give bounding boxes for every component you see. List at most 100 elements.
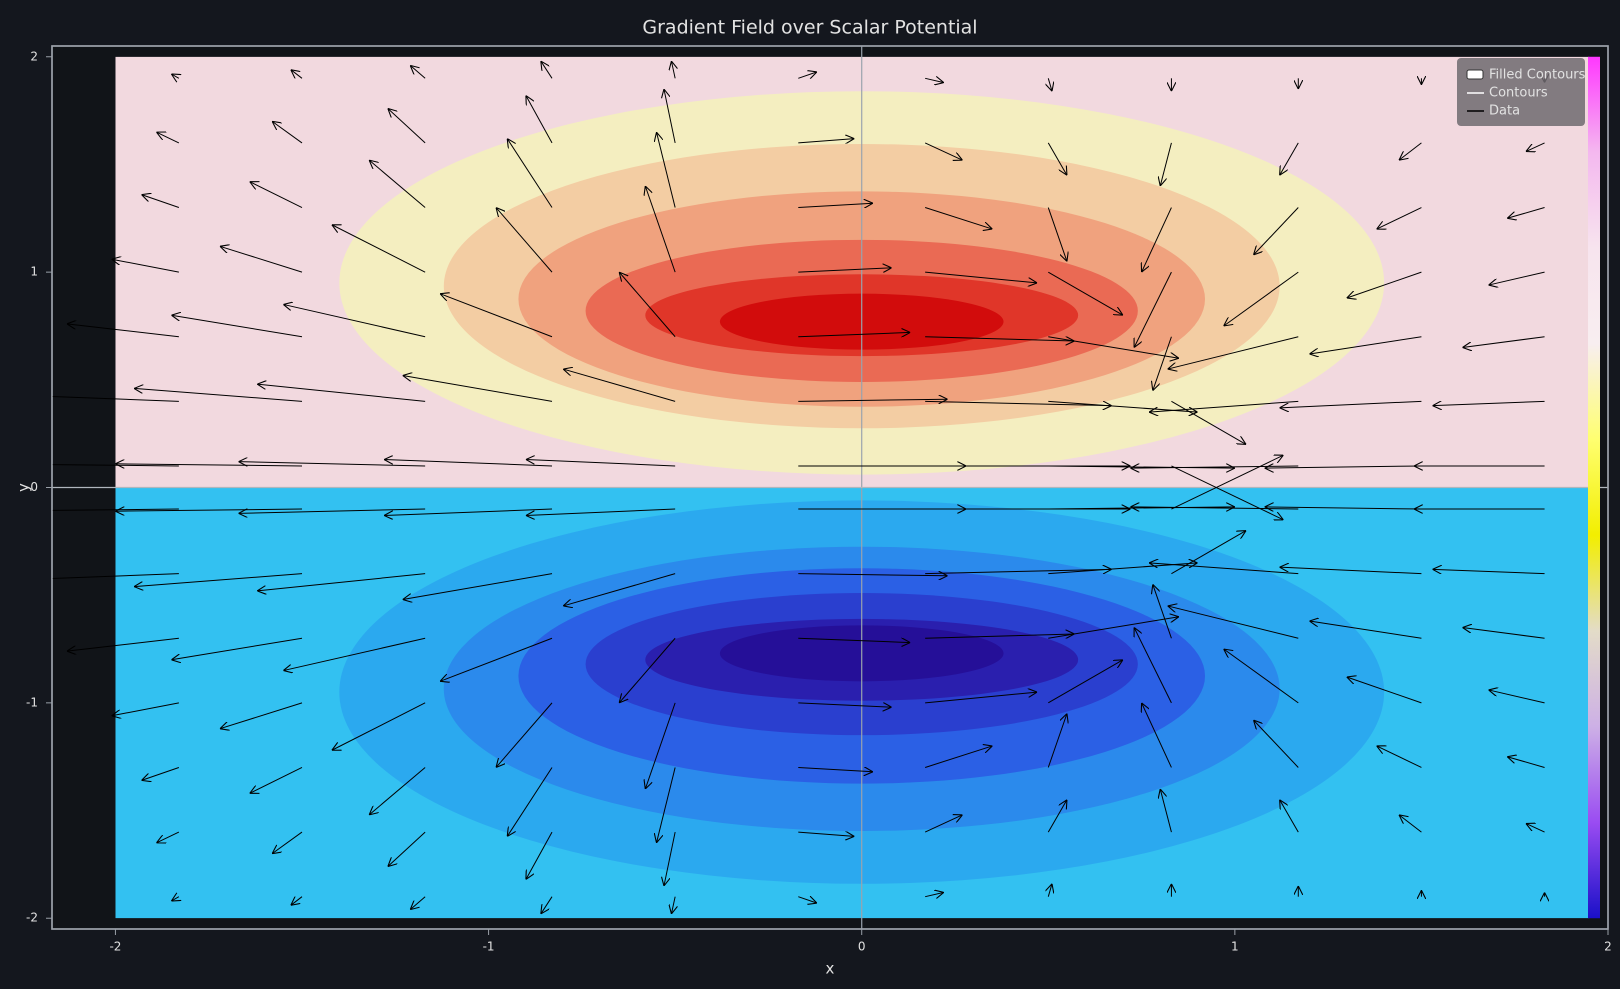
- arrow: [507, 139, 553, 208]
- arrow: [67, 637, 179, 651]
- arrow: [924, 207, 992, 230]
- arrow: [1489, 271, 1545, 285]
- arrow: [272, 831, 303, 854]
- legend-swatch: [1466, 69, 1484, 80]
- arrow: [1507, 757, 1545, 768]
- arrow: [1347, 677, 1422, 704]
- arrow: [283, 304, 426, 338]
- arrow: [1048, 466, 1235, 468]
- arrow: [1347, 271, 1422, 298]
- arrow: [798, 574, 947, 576]
- y-axis-label: y: [15, 483, 33, 492]
- arrow: [1462, 336, 1545, 348]
- arrow: [67, 324, 179, 338]
- legend: Filled Contours Contours Data: [1457, 58, 1586, 126]
- arrow: [645, 702, 676, 789]
- arrow: [1048, 507, 1235, 509]
- arrow: [1280, 800, 1299, 833]
- arrow: [52, 508, 179, 511]
- arrow: [369, 767, 426, 814]
- arrow: [1224, 271, 1299, 326]
- arrow: [798, 332, 910, 336]
- arrow: [1047, 142, 1067, 175]
- chart-title: Gradient Field over Scalar Potential: [642, 17, 977, 39]
- arrow: [798, 139, 854, 143]
- arrow: [925, 692, 1037, 704]
- arrow: [664, 89, 676, 144]
- y-tick-label: 1: [30, 265, 38, 279]
- x-axis-label: x: [826, 960, 835, 978]
- arrow: [925, 892, 944, 896]
- arrow: [283, 637, 426, 670]
- arrow: [1280, 142, 1299, 175]
- arrow: [1377, 207, 1422, 230]
- arrow: [563, 573, 676, 606]
- arrow: [112, 259, 179, 273]
- arrow: [156, 132, 180, 144]
- arrow: [142, 767, 180, 780]
- y-tick-label: 0: [30, 480, 38, 494]
- arrow: [798, 638, 910, 642]
- arrow: [1168, 336, 1299, 369]
- arrow: [526, 508, 676, 515]
- arrow: [1048, 884, 1052, 897]
- arrow: [257, 384, 426, 402]
- arrow: [496, 702, 553, 768]
- y-tick-label: -1: [26, 695, 38, 709]
- x-tick-label: -1: [483, 940, 495, 954]
- arrow: [1134, 627, 1172, 704]
- arrow: [798, 703, 891, 707]
- arrow: [664, 831, 676, 886]
- arrow: [1489, 690, 1545, 704]
- arrow: [369, 160, 426, 208]
- arrow: [220, 246, 303, 273]
- arrow: [1153, 584, 1172, 639]
- arrow: [384, 460, 553, 467]
- arrow: [291, 70, 303, 79]
- arrow: [220, 702, 303, 729]
- arrow: [1526, 823, 1545, 833]
- arrow: [925, 634, 1074, 639]
- arrow: [171, 315, 303, 338]
- x-tick-label: 1: [1231, 940, 1239, 954]
- arrow: [1048, 660, 1123, 704]
- arrow: [1160, 142, 1172, 186]
- arrow: [1171, 455, 1283, 510]
- arrow: [798, 832, 854, 836]
- arrow: [526, 460, 676, 467]
- arrow: [619, 272, 676, 338]
- quiver: [52, 61, 1545, 914]
- arrow: [1224, 649, 1299, 704]
- arrow: [798, 399, 947, 401]
- arrow: [171, 74, 178, 78]
- arrow: [798, 72, 817, 78]
- arrow: [171, 637, 303, 660]
- arrow: [1309, 621, 1422, 639]
- arrow: [134, 388, 303, 402]
- arrow: [798, 203, 873, 207]
- arrow: [239, 462, 426, 467]
- arrow: [1526, 142, 1545, 152]
- arrow: [332, 702, 426, 750]
- arrow: [1462, 627, 1545, 639]
- arrow: [925, 336, 1074, 341]
- arrow: [541, 896, 553, 914]
- arrow: [272, 121, 303, 144]
- arrow: [52, 395, 179, 402]
- arrow: [291, 897, 303, 906]
- arrow: [925, 271, 1037, 283]
- arrow: [388, 831, 426, 866]
- arrow: [526, 831, 553, 879]
- arrow: [1047, 714, 1067, 768]
- arrow: [1142, 703, 1172, 768]
- arrow: [332, 225, 426, 273]
- filled-contours: [115, 487, 1590, 919]
- arrow: [1048, 271, 1123, 315]
- filled-contours: [115, 56, 1590, 488]
- arrow: [171, 897, 178, 901]
- arrow: [798, 897, 817, 903]
- legend-label: Contours: [1489, 86, 1548, 101]
- arrow: [507, 767, 553, 836]
- arrow: [1047, 800, 1067, 833]
